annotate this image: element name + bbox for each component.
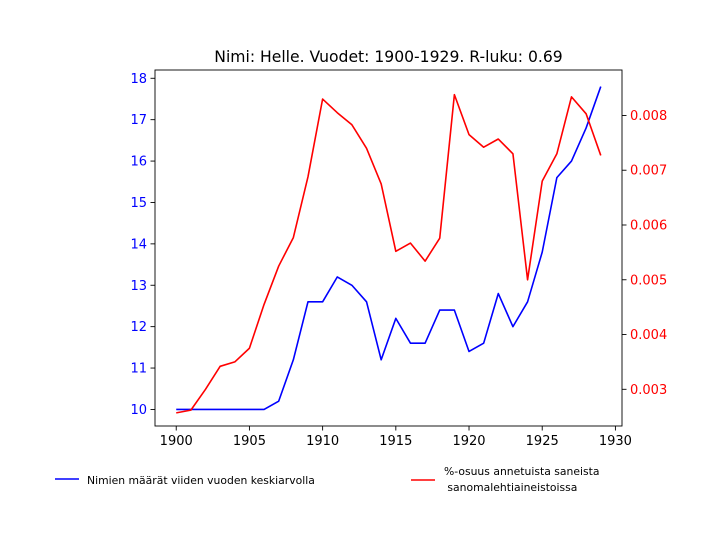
y-left-tick-label: 13: [130, 279, 147, 294]
y-right-tick-label: 0.008: [630, 109, 667, 124]
plot-frame: [154, 69, 623, 427]
legend: Nimien määrät viiden vuoden keskiarvolla…: [55, 465, 599, 494]
y-right-tick-label: 0.003: [630, 383, 667, 398]
legend-label-left-series: Nimien määrät viiden vuoden keskiarvolla: [87, 474, 315, 487]
y-right-tick-label: 0.006: [630, 218, 667, 233]
y-left-tick-label: 18: [130, 72, 147, 87]
y-right-tick-label: 0.005: [630, 273, 667, 288]
y-left-tick-label: 11: [130, 362, 147, 377]
series-line-share-percent: [176, 93, 602, 414]
y-left-tick-label: 14: [130, 237, 147, 252]
y-left-tick-label: 17: [130, 113, 147, 128]
chart-title: Nimi: Helle. Vuodet: 1900-1929. R-luku: …: [214, 48, 562, 66]
plot-area: 1900 1905 1910 1915 1920 1925 1930 10 11 12 13 14 15…: [130, 69, 667, 449]
y-left-tick-label: 16: [130, 155, 147, 170]
y-right-tick-label: 0.004: [630, 328, 667, 343]
legend-label-right-series-line1: %-osuus annetuista saneista: [444, 465, 599, 478]
x-tick-label: 1915: [379, 434, 412, 449]
x-tick-label: 1905: [233, 434, 266, 449]
x-tick-label: 1900: [160, 434, 193, 449]
x-tick-label: 1920: [452, 434, 485, 449]
y-left-tick-label: 12: [130, 320, 147, 335]
y-left-tick-label: 15: [130, 196, 147, 211]
y-left-tick-label: 10: [130, 403, 147, 418]
x-tick-label: 1910: [306, 434, 339, 449]
y-right-tick-label: 0.007: [630, 164, 667, 179]
series-line-name-count: [176, 86, 602, 411]
legend-label-right-series-line2: sanomalehtiaineistoissa: [444, 481, 577, 494]
x-tick-label: 1930: [599, 434, 632, 449]
x-tick-label: 1925: [526, 434, 559, 449]
